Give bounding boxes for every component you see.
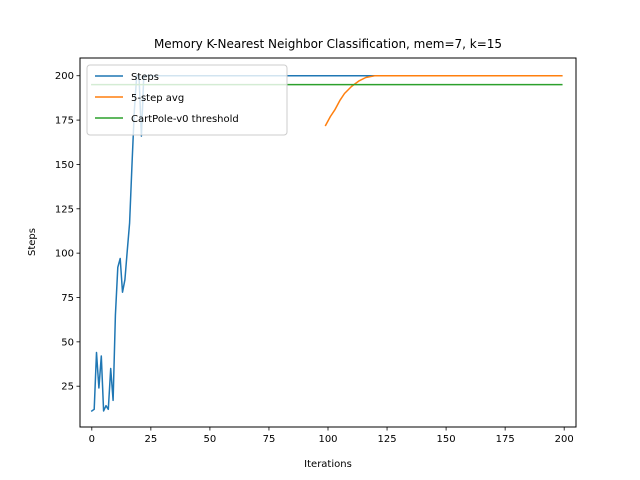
y-tick-label: 25 [61,382,74,393]
series-line-1 [324,74,563,127]
y-tick-label: 175 [55,116,74,127]
legend: Steps 5-step avg CartPole-v0 threshold [86,64,288,136]
x-tick-label: 200 [555,434,574,445]
y-tick-label: 100 [55,249,74,260]
y-tick-label: 125 [55,204,74,215]
x-tick-label: 75 [263,434,276,445]
x-tick-label: 125 [378,434,397,445]
chart-title: Memory K-Nearest Neighbor Classification… [154,37,502,51]
legend-label: Steps [131,72,159,83]
y-tick-label: 150 [55,160,74,171]
y-tick-label: 50 [61,337,74,348]
legend-label: CartPole-v0 threshold [131,114,239,125]
y-axis-label: Steps [27,228,38,256]
x-tick-label: 50 [204,434,217,445]
x-axis: 0 25 50 75 100 125 150 175 200 [89,427,574,445]
y-tick-label: 75 [61,293,74,304]
legend-label: 5-step avg [131,93,184,104]
x-tick-label: 0 [89,434,95,445]
y-axis: 25 50 75 100 125 150 175 200 [55,71,80,393]
x-tick-label: 100 [318,434,337,445]
y-tick-label: 200 [55,71,74,82]
x-axis-label: Iterations [304,459,352,470]
x-tick-label: 150 [437,434,456,445]
x-tick-label: 175 [496,434,515,445]
legend-box [86,64,288,136]
x-tick-label: 25 [144,434,157,445]
